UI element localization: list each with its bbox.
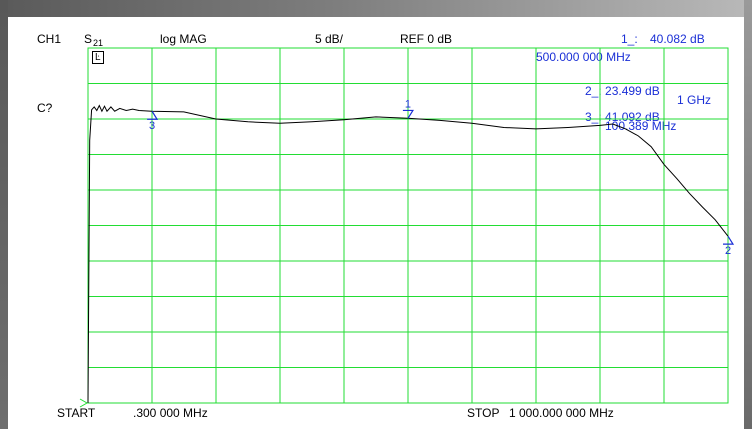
s-parameter-label: S21	[84, 33, 103, 48]
stop-value: 1 000.000 000 MHz	[509, 406, 614, 420]
s-parameter-main: S	[84, 32, 93, 46]
reference-label: REF 0 dB	[400, 32, 453, 46]
trace-line	[87, 104, 729, 404]
window-bezel-top	[0, 0, 752, 17]
format-label: log MAG	[160, 32, 207, 46]
plot-grid	[79, 47, 729, 408]
start-value: .300 000 MHz	[133, 406, 208, 420]
window-bezel-right	[744, 0, 752, 429]
window-bezel-left	[0, 0, 8, 429]
active-marker-frequency: 500.000 000 MHz	[536, 50, 631, 64]
marker-3-readout: 3_: 41.092 dB	[585, 110, 660, 124]
trace-layer	[87, 104, 729, 404]
marker-2-readout: 2_: 23.499 dB	[585, 84, 660, 98]
marker-2-label: 2	[725, 245, 731, 257]
cal-status-label: C?	[37, 101, 53, 115]
marker-1-label: 1	[405, 98, 411, 110]
stop-label: STOP	[467, 406, 500, 420]
marker-3-icon	[147, 110, 159, 120]
reference-position-marker	[79, 398, 89, 408]
start-label: START	[57, 406, 96, 420]
correction-icon: Ŀ	[92, 51, 104, 64]
marker-2-frequency: 1 GHz	[677, 93, 712, 107]
marker-1-icon	[402, 109, 414, 119]
channel-label: CH1	[37, 32, 62, 46]
active-marker-value: 40.082 dB	[650, 32, 705, 46]
scale-label: 5 dB/	[315, 32, 344, 46]
active-marker-prefix: 1_:	[621, 32, 638, 46]
marker-2-icon	[723, 235, 735, 245]
marker-3-label: 3	[149, 120, 155, 132]
s-parameter-sub: 21	[93, 38, 104, 48]
marker-3-frequency: 100.389 MHz	[605, 119, 677, 133]
marker-layer: 1 2 3	[147, 98, 735, 257]
